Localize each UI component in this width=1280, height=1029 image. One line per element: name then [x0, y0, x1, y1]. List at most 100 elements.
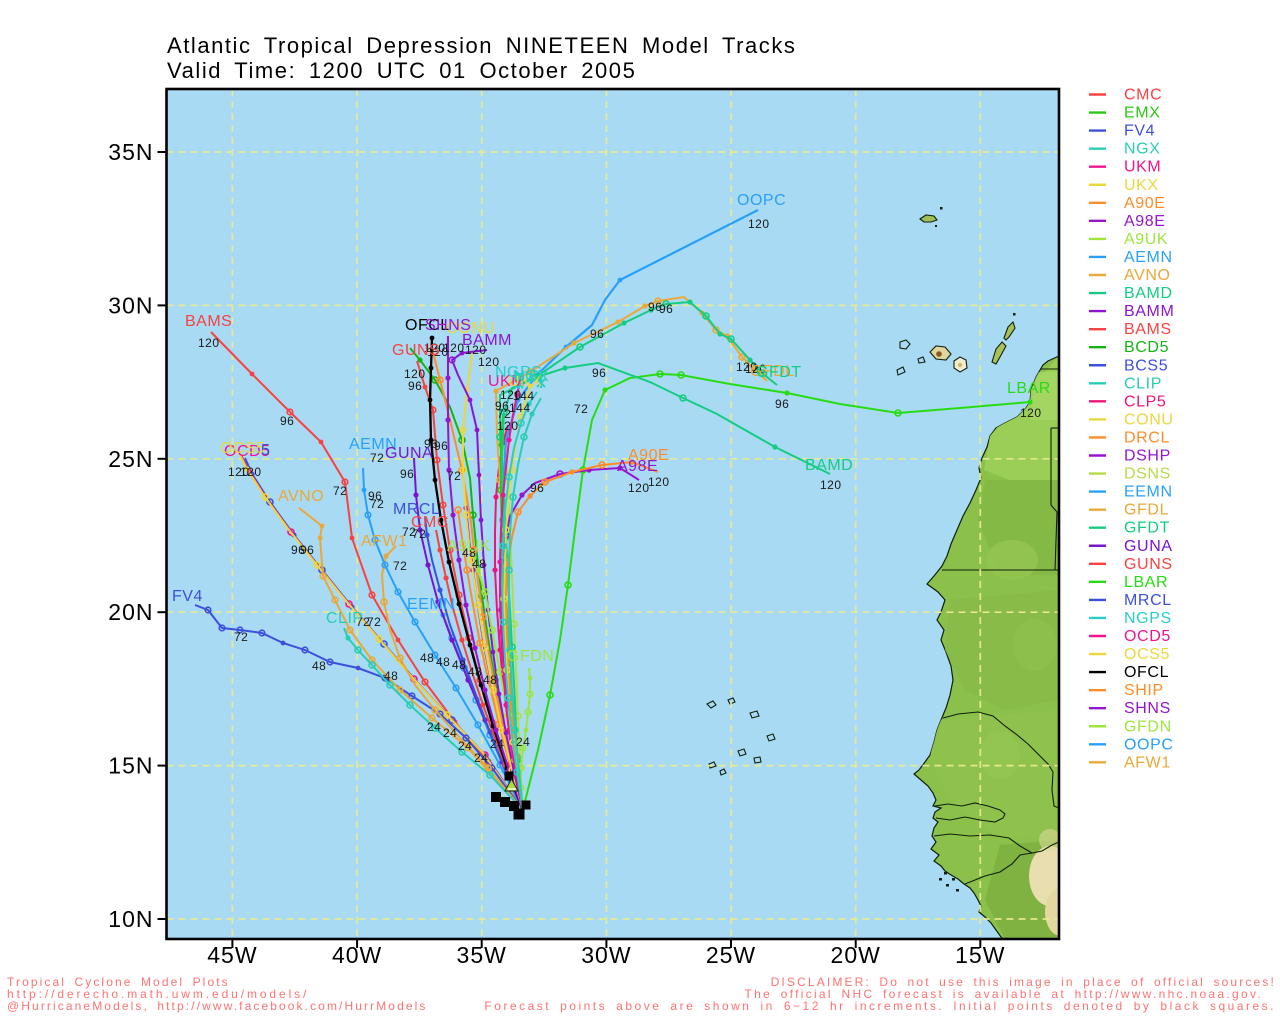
svg-text:25W: 25W: [706, 942, 756, 968]
svg-text:72: 72: [370, 497, 384, 511]
svg-text:72: 72: [370, 451, 384, 465]
svg-text:Tropical Cyclone Model Plots: Tropical Cyclone Model Plots: [7, 975, 230, 989]
svg-text:BAMD: BAMD: [1124, 285, 1173, 302]
svg-text:A90E: A90E: [628, 447, 669, 464]
svg-text:72: 72: [356, 615, 370, 629]
svg-text:120: 120: [648, 475, 670, 489]
svg-text:AFW1: AFW1: [361, 533, 407, 550]
svg-text:MRCL: MRCL: [393, 501, 440, 518]
svg-text:72: 72: [367, 615, 381, 629]
svg-text:FV4: FV4: [172, 588, 203, 605]
svg-text:120: 120: [820, 478, 842, 492]
svg-text:96: 96: [400, 467, 414, 481]
svg-text:Valid Time: 1200 UTC 01 Octobe: Valid Time: 1200 UTC 01 October 2005: [167, 58, 636, 83]
svg-text:72: 72: [412, 527, 426, 541]
svg-text:FV4: FV4: [1124, 123, 1155, 140]
svg-text:@HurricaneModels, http://www.f: @HurricaneModels, http://www.facebook.co…: [7, 999, 428, 1013]
svg-text:40W: 40W: [332, 942, 382, 968]
svg-text:20N: 20N: [108, 599, 153, 625]
svg-text:35N: 35N: [108, 139, 153, 165]
svg-text:NGPS: NGPS: [1124, 610, 1172, 627]
svg-text:96: 96: [659, 302, 673, 316]
svg-text:LBAR: LBAR: [1124, 574, 1168, 591]
svg-text:GFDT: GFDT: [1124, 520, 1170, 537]
svg-text:96: 96: [530, 481, 544, 495]
svg-text:24: 24: [427, 720, 441, 734]
svg-text:96: 96: [408, 379, 422, 393]
svg-text:GFDL: GFDL: [1124, 502, 1169, 519]
svg-text:96: 96: [300, 543, 314, 557]
svg-text:30W: 30W: [581, 942, 631, 968]
svg-text:UKM: UKM: [1124, 159, 1161, 176]
svg-text:A98E: A98E: [617, 458, 658, 475]
svg-text:120: 120: [497, 419, 519, 433]
svg-text:96: 96: [648, 300, 662, 314]
svg-text:144: 144: [509, 401, 531, 415]
svg-text:OCD5: OCD5: [1124, 628, 1171, 645]
svg-text:CLP5: CLP5: [1124, 393, 1166, 410]
svg-text:48: 48: [312, 659, 326, 673]
svg-text:CLIP: CLIP: [326, 610, 364, 627]
svg-text:48: 48: [452, 658, 466, 672]
svg-text:72: 72: [447, 469, 461, 483]
svg-text:OCS5: OCS5: [220, 440, 266, 457]
svg-text:120: 120: [240, 465, 262, 479]
svg-text:CONU: CONU: [446, 320, 495, 337]
svg-text:Atlantic Tropical Depression N: Atlantic Tropical Depression NINETEEN Mo…: [167, 33, 796, 58]
svg-text:A9UK: A9UK: [447, 538, 491, 555]
svg-text:Forecast points above are show: Forecast points above are shown in 6−12 …: [484, 999, 1276, 1013]
svg-text:NGX: NGX: [513, 368, 549, 385]
svg-text:24: 24: [516, 735, 530, 749]
svg-text:GFDN: GFDN: [1124, 718, 1172, 735]
svg-text:UKM: UKM: [488, 373, 525, 390]
svg-text:96: 96: [368, 489, 382, 503]
svg-text:72: 72: [393, 559, 407, 573]
svg-text:AVNO: AVNO: [1124, 267, 1171, 284]
svg-text:48: 48: [462, 546, 476, 560]
svg-text:120: 120: [500, 388, 522, 402]
svg-text:GUNA: GUNA: [1124, 538, 1173, 555]
svg-text:25N: 25N: [108, 446, 153, 472]
svg-text:OCD5: OCD5: [224, 443, 270, 460]
svg-text:72: 72: [234, 630, 248, 644]
svg-text:96: 96: [590, 327, 604, 341]
svg-text:48: 48: [472, 557, 486, 571]
svg-text:72: 72: [497, 407, 511, 421]
svg-text:96: 96: [291, 543, 305, 557]
svg-text:UKX: UKX: [1124, 177, 1159, 194]
svg-text:120: 120: [424, 341, 446, 355]
svg-text:AFW1: AFW1: [1124, 754, 1171, 771]
svg-text:120: 120: [745, 362, 767, 376]
svg-text:OFCL: OFCL: [1124, 664, 1169, 681]
svg-text:MRCL: MRCL: [1124, 592, 1172, 609]
svg-text:48: 48: [468, 665, 482, 679]
svg-text:10N: 10N: [108, 906, 153, 932]
svg-text:120: 120: [478, 355, 500, 369]
svg-text:96: 96: [775, 397, 789, 411]
svg-text:15N: 15N: [108, 753, 153, 779]
svg-text:NGX: NGX: [1124, 141, 1160, 158]
svg-text:SHNS: SHNS: [1124, 700, 1171, 717]
svg-text:GUNA: GUNA: [385, 445, 433, 462]
svg-text:72: 72: [402, 525, 416, 539]
svg-text:24: 24: [443, 726, 457, 740]
svg-text:DSNS: DSNS: [1124, 466, 1171, 483]
svg-text:DRCL: DRCL: [1124, 429, 1170, 446]
svg-text:120: 120: [748, 217, 770, 231]
svg-text:SHIP: SHIP: [1124, 682, 1164, 699]
svg-text:120: 120: [736, 360, 758, 374]
svg-text:UKX: UKX: [508, 373, 542, 390]
svg-text:BAMS: BAMS: [1124, 321, 1172, 338]
svg-text:48: 48: [384, 669, 398, 683]
svg-text:OOPC: OOPC: [737, 192, 786, 209]
svg-text:BAMS: BAMS: [185, 313, 232, 330]
svg-text:24: 24: [490, 737, 504, 751]
svg-text:96: 96: [592, 366, 606, 380]
svg-text:GFDN: GFDN: [507, 648, 554, 665]
svg-text:48: 48: [483, 673, 497, 687]
svg-text:AEMN: AEMN: [1124, 249, 1173, 266]
svg-text:GFDT: GFDT: [756, 364, 802, 381]
svg-text:120: 120: [628, 481, 650, 495]
svg-text:http://derecho.math.uwm.edu/mo: http://derecho.math.uwm.edu/models/: [7, 987, 309, 1001]
svg-text:BCD5: BCD5: [1124, 339, 1169, 356]
